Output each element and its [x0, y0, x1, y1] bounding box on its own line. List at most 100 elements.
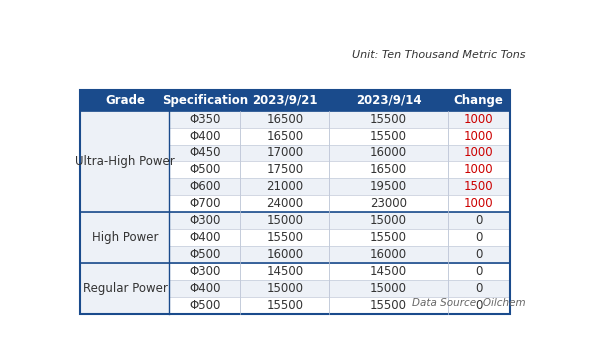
- Bar: [240, 178, 329, 195]
- Text: 15500: 15500: [266, 299, 303, 312]
- Text: 15500: 15500: [370, 299, 407, 312]
- Bar: [170, 144, 240, 162]
- Bar: [81, 90, 170, 111]
- Bar: [240, 229, 329, 246]
- Bar: [448, 246, 509, 263]
- Text: Specification: Specification: [162, 94, 248, 107]
- Bar: [448, 297, 509, 314]
- Bar: [448, 162, 509, 178]
- Bar: [240, 297, 329, 314]
- Bar: [448, 128, 509, 144]
- Text: 14500: 14500: [370, 265, 407, 278]
- Text: Unit: Ten Thousand Metric Tons: Unit: Ten Thousand Metric Tons: [352, 50, 525, 60]
- Text: Φ400: Φ400: [189, 129, 221, 143]
- Bar: [448, 263, 509, 280]
- Bar: [240, 212, 329, 229]
- Bar: [170, 90, 240, 111]
- Bar: [329, 263, 448, 280]
- Bar: [448, 212, 509, 229]
- Bar: [81, 212, 170, 263]
- Bar: [170, 128, 240, 144]
- Text: 1000: 1000: [464, 113, 494, 126]
- Bar: [81, 263, 170, 314]
- Bar: [329, 212, 448, 229]
- Text: 24000: 24000: [266, 197, 303, 210]
- Bar: [448, 229, 509, 246]
- Text: Data Source: Oilchem: Data Source: Oilchem: [412, 298, 525, 308]
- Bar: [81, 90, 509, 314]
- Text: 16000: 16000: [370, 248, 407, 261]
- Bar: [329, 280, 448, 297]
- Text: 15500: 15500: [370, 231, 407, 244]
- Bar: [448, 144, 509, 162]
- Bar: [170, 229, 240, 246]
- Bar: [81, 111, 170, 212]
- Text: 2023/9/21: 2023/9/21: [252, 94, 317, 107]
- Text: 15000: 15000: [370, 214, 407, 227]
- Bar: [329, 90, 448, 111]
- Text: 0: 0: [475, 299, 482, 312]
- Bar: [170, 212, 240, 229]
- Text: 1000: 1000: [464, 197, 494, 210]
- Text: 16000: 16000: [266, 248, 303, 261]
- Text: Φ700: Φ700: [189, 197, 221, 210]
- Text: 21000: 21000: [266, 180, 303, 193]
- Bar: [329, 128, 448, 144]
- Bar: [448, 90, 509, 111]
- Text: 2023/9/14: 2023/9/14: [356, 94, 421, 107]
- Text: Regular Power: Regular Power: [82, 282, 167, 295]
- Bar: [329, 144, 448, 162]
- Bar: [240, 195, 329, 212]
- Text: Φ600: Φ600: [189, 180, 221, 193]
- Text: 1000: 1000: [464, 129, 494, 143]
- Bar: [240, 90, 329, 111]
- Text: 16000: 16000: [370, 147, 407, 159]
- Bar: [240, 128, 329, 144]
- Bar: [240, 162, 329, 178]
- Text: Change: Change: [454, 94, 504, 107]
- Text: 15500: 15500: [266, 231, 303, 244]
- Text: Φ400: Φ400: [189, 231, 221, 244]
- Text: High Power: High Power: [92, 231, 158, 244]
- Text: 19500: 19500: [370, 180, 407, 193]
- Bar: [329, 246, 448, 263]
- Text: 15000: 15000: [266, 282, 303, 295]
- Bar: [170, 246, 240, 263]
- Bar: [329, 195, 448, 212]
- Bar: [240, 280, 329, 297]
- Bar: [240, 144, 329, 162]
- Text: 15000: 15000: [266, 214, 303, 227]
- Bar: [170, 263, 240, 280]
- Bar: [170, 297, 240, 314]
- Bar: [448, 111, 509, 128]
- Text: 15500: 15500: [370, 113, 407, 126]
- Bar: [448, 195, 509, 212]
- Bar: [448, 178, 509, 195]
- Text: 1000: 1000: [464, 147, 494, 159]
- Bar: [240, 263, 329, 280]
- Bar: [170, 111, 240, 128]
- Bar: [170, 162, 240, 178]
- Text: Φ500: Φ500: [189, 248, 220, 261]
- Bar: [170, 195, 240, 212]
- Text: 16500: 16500: [266, 113, 303, 126]
- Text: 17500: 17500: [266, 163, 303, 177]
- Text: 17000: 17000: [266, 147, 303, 159]
- Text: 15000: 15000: [370, 282, 407, 295]
- Text: 23000: 23000: [370, 197, 407, 210]
- Text: Φ350: Φ350: [189, 113, 220, 126]
- Text: 0: 0: [475, 231, 482, 244]
- Text: Φ450: Φ450: [189, 147, 221, 159]
- Bar: [329, 297, 448, 314]
- Text: 16500: 16500: [370, 163, 407, 177]
- Bar: [240, 111, 329, 128]
- Text: 1500: 1500: [464, 180, 494, 193]
- Text: Φ400: Φ400: [189, 282, 221, 295]
- Text: 14500: 14500: [266, 265, 303, 278]
- Bar: [170, 178, 240, 195]
- Text: Φ300: Φ300: [189, 214, 220, 227]
- Bar: [329, 229, 448, 246]
- Bar: [329, 111, 448, 128]
- Text: 0: 0: [475, 214, 482, 227]
- Text: Φ500: Φ500: [189, 299, 220, 312]
